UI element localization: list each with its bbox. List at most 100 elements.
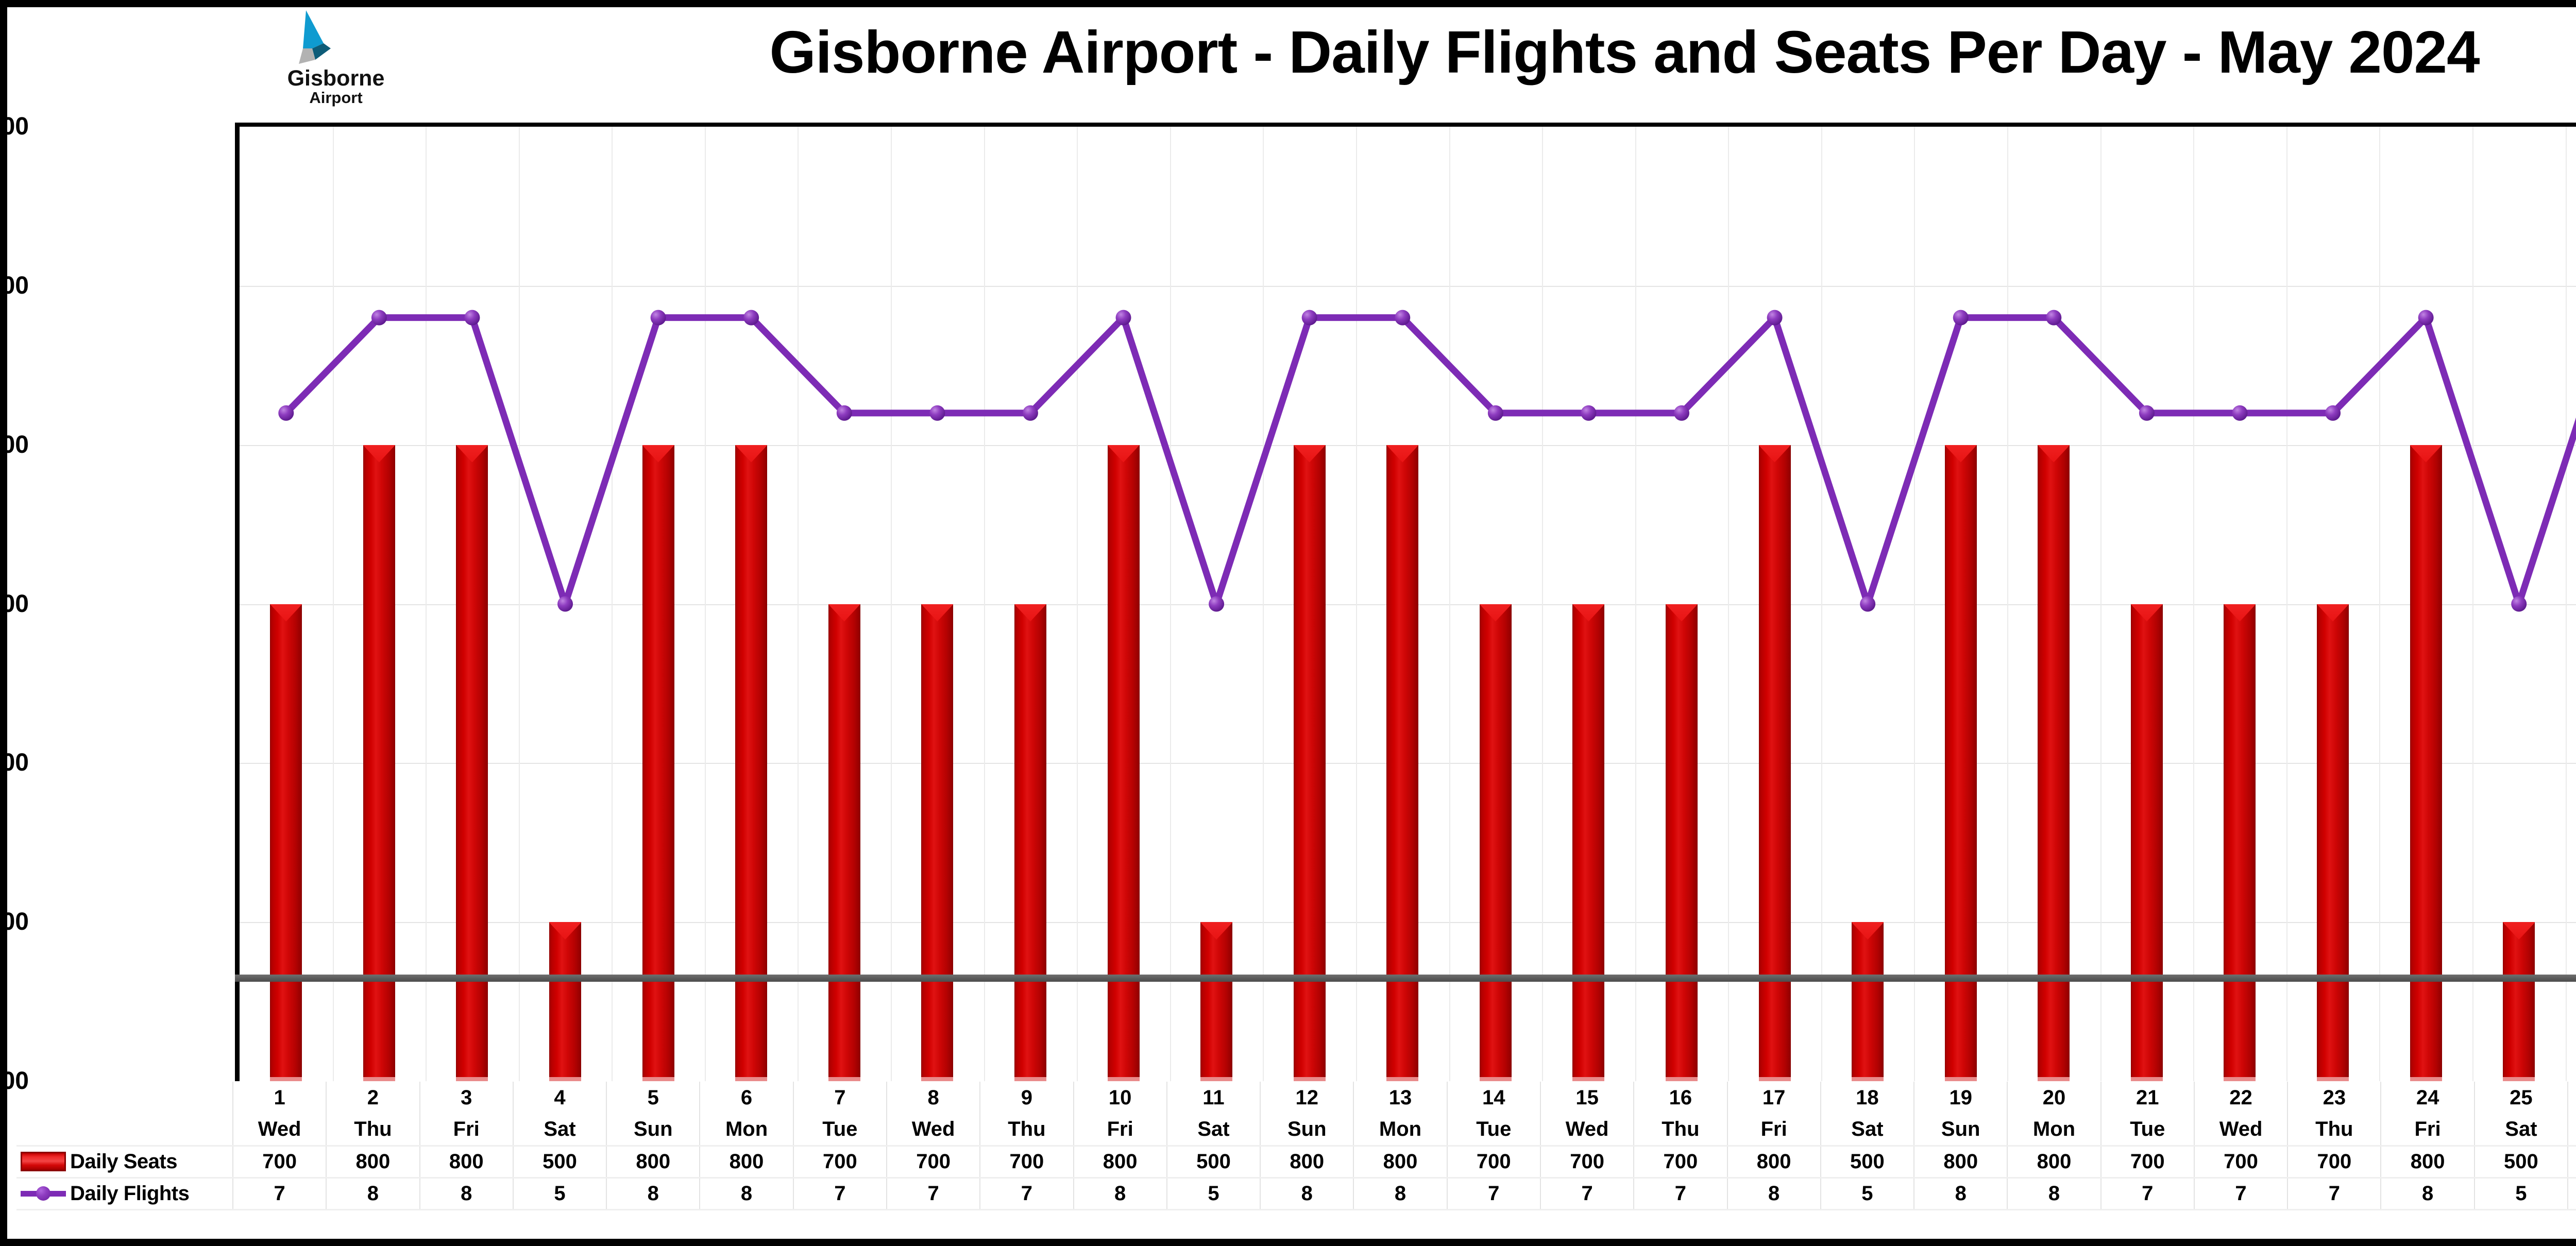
bar-base [270, 1077, 302, 1081]
bar-daily-seats [2130, 604, 2163, 1081]
day-of-week-cell: Sun [1260, 1114, 1354, 1146]
day-of-week-cell: Sun [2567, 1114, 2576, 1146]
table-row-day-number: 1 2 3 4 5 6 7 8 9 10 11 12 13 14 15 16 17 18 19 20 21 22 23 24 2… [16, 1082, 2576, 1114]
day-number-cell: 1 [232, 1082, 327, 1114]
daily-flights-cell: 8 [1913, 1176, 2008, 1210]
daily-seats-cell: 800 [2567, 1145, 2576, 1179]
bar-base [2130, 1077, 2163, 1081]
daily-flights-cell: 7 [2287, 1176, 2382, 1210]
bar-top-cap [1944, 445, 1977, 463]
bar-daily-seats [828, 604, 860, 1081]
day-of-week-cell: Mon [2007, 1114, 2102, 1146]
bar-base [549, 1077, 582, 1081]
bar-top-cap [1666, 604, 1698, 622]
vertical-gridline [2286, 127, 2287, 1081]
y-axis-left-tick: 800 [0, 431, 29, 458]
day-of-week-cell: Sun [1913, 1114, 2008, 1146]
y-axis-left-tick: 600 [0, 749, 29, 777]
bar-base [2317, 1077, 2349, 1081]
vertical-gridline [1728, 127, 1730, 1081]
day-number-cell: 24 [2380, 1082, 2475, 1114]
day-number-cell: 6 [699, 1082, 794, 1114]
bar-daily-seats [1014, 604, 1046, 1081]
day-number-cell: 16 [1633, 1082, 1728, 1114]
day-of-week-cell: Thu [2287, 1114, 2382, 1146]
vertical-gridline [1077, 127, 1078, 1081]
vertical-gridline [2379, 127, 2381, 1081]
table-corner [16, 1082, 233, 1114]
day-number-cell: 11 [1166, 1082, 1261, 1114]
day-of-week-cell: Sat [512, 1114, 607, 1146]
y-axis-left-tick: 700 [0, 590, 29, 618]
daily-flights-cell: 7 [1633, 1176, 1728, 1210]
daily-seats-cell: 700 [2193, 1145, 2289, 1179]
daily-seats-cell: 500 [2473, 1145, 2569, 1179]
day-of-week-cell: Tue [2100, 1114, 2195, 1146]
daily-seats-cell: 800 [1353, 1145, 1448, 1179]
vertical-gridline [798, 127, 799, 1081]
day-of-week-cell: Wed [232, 1114, 327, 1146]
bar-top-cap [1479, 604, 1512, 622]
bar-top-cap [1293, 445, 1326, 463]
daily-flights-cell: 7 [979, 1176, 1074, 1210]
bar-top-cap [1107, 445, 1140, 463]
table-corner [16, 1114, 233, 1146]
vertical-gridline [518, 127, 520, 1081]
gisborne-logo-name: Gisborne [287, 66, 385, 91]
gisborne-airport-logo: Gisborne Airport [253, 10, 418, 108]
bar-base [1107, 1077, 1140, 1081]
bar-top-cap [642, 445, 674, 463]
bar-base [1386, 1077, 1419, 1081]
bar-base [1200, 1077, 1233, 1081]
day-number-cell: 9 [979, 1082, 1074, 1114]
bar-top-cap [549, 922, 582, 940]
bar-top-cap [1200, 922, 1233, 940]
bar-base [1014, 1077, 1046, 1081]
daily-seats-cell: 800 [326, 1145, 420, 1179]
bar-top-cap [1014, 604, 1046, 622]
category-axis-floor [235, 975, 2576, 982]
bar-daily-seats [2503, 922, 2535, 1081]
daily-seats-cell: 800 [699, 1145, 794, 1179]
bar-daily-seats [921, 604, 954, 1081]
day-of-week-cell: Fri [1073, 1114, 1167, 1146]
bar-daily-seats [2038, 445, 2070, 1081]
bar-base [1666, 1077, 1698, 1081]
vertical-gridline [2565, 127, 2567, 1081]
bar-daily-seats [1200, 922, 1233, 1081]
day-of-week-cell: Thu [326, 1114, 420, 1146]
day-number-cell: 3 [419, 1082, 514, 1114]
day-of-week-cell: Sun [606, 1114, 701, 1146]
horizontal-gridline [240, 285, 2576, 287]
day-number-cell: 21 [2100, 1082, 2195, 1114]
bar-daily-seats [1666, 604, 1698, 1081]
data-table: 1 2 3 4 5 6 7 8 9 10 11 12 13 14 15 16 17 18 19 20 21 22 23 24 2… [16, 1082, 2576, 1210]
daily-flights-cell: 7 [2193, 1176, 2289, 1210]
y-axis-left-tick: 1,000 [0, 113, 29, 140]
vertical-gridline [891, 127, 892, 1081]
day-number-cell: 25 [2473, 1082, 2569, 1114]
daily-flights-cell: 5 [1166, 1176, 1261, 1210]
bar-top-cap [2130, 604, 2163, 622]
daily-flights-cell: 5 [2473, 1176, 2569, 1210]
daily-flights-cell: 7 [232, 1176, 327, 1210]
bar-daily-seats [735, 445, 768, 1081]
y-axis-left-tick: 900 [0, 271, 29, 299]
day-of-week-cell: Tue [792, 1114, 887, 1146]
daily-flights-cell: 8 [2567, 1176, 2576, 1210]
day-number-cell: 13 [1353, 1082, 1448, 1114]
daily-seats-cell: 700 [792, 1145, 887, 1179]
legend-label-daily-flights: Daily Flights [70, 1182, 190, 1205]
bar-daily-seats [1758, 445, 1791, 1081]
vertical-gridline [2007, 127, 2009, 1081]
bar-daily-seats [1479, 604, 1512, 1081]
daily-seats-cell: 700 [2100, 1145, 2195, 1179]
bar-base [921, 1077, 954, 1081]
bar-daily-seats [642, 445, 674, 1081]
daily-seats-cell: 800 [2380, 1145, 2475, 1179]
y-axis-left-tick: 500 [0, 908, 29, 936]
page-title: Gisborne Airport - Daily Flights and Sea… [769, 19, 2480, 86]
plot-area: 1 Wed: 72 Thu: 83 Fri: 84 Sat: 55 Sun: 8… [235, 123, 2576, 1081]
daily-seats-cell: 800 [1073, 1145, 1167, 1179]
